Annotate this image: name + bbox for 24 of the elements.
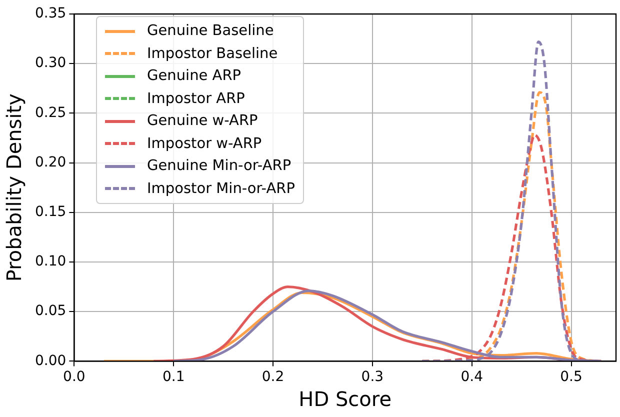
x-tick-label: 0.5 [560,369,582,386]
x-axis-title: HD Score [298,387,392,412]
legend-label: Genuine Min-or-ARP [147,158,292,174]
legend-label: Impostor w-ARP [147,136,262,152]
legend-label: Genuine w-ARP [147,113,258,130]
y-tick-label: 0.15 [35,204,66,220]
x-tick-label: 0.3 [361,369,384,386]
y-tick-label: 0.00 [35,352,66,369]
x-tick-label: 0.1 [162,369,185,386]
y-tick-label: 0.25 [35,104,66,121]
legend-label: Genuine Baseline [147,23,274,40]
y-tick-label: 0.35 [35,6,66,22]
y-tick-label: 0.30 [35,55,66,72]
y-tick-label: 0.05 [35,303,66,320]
y-tick-label: 0.10 [35,254,66,270]
legend-label: Impostor Baseline [147,46,278,62]
y-axis-title: Probability Density [2,93,26,282]
legend-label: Impostor Min-or-ARP [147,180,295,197]
x-tick-label: 0.0 [63,369,86,386]
x-tick-label: 0.4 [460,369,484,386]
legend-label: Genuine ARP [147,68,242,84]
legend-label: Impostor ARP [147,90,245,107]
y-tick-label: 0.20 [35,154,66,170]
x-tick-label: 0.2 [262,369,284,386]
